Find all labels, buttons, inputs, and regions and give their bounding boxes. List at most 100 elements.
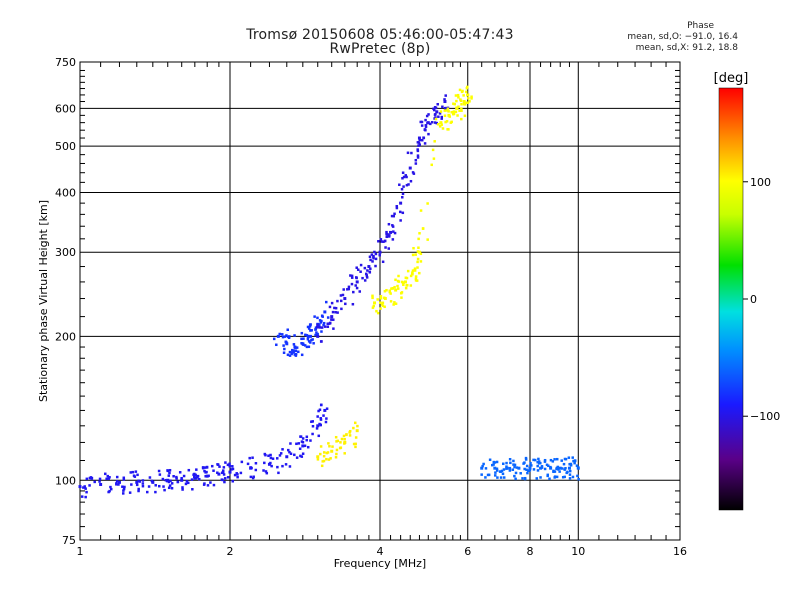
data-point <box>340 437 344 441</box>
data-point <box>495 460 499 464</box>
data-point <box>440 123 443 126</box>
data-point <box>576 466 580 470</box>
data-point <box>226 463 230 467</box>
data-point <box>368 271 372 274</box>
data-point <box>281 464 284 468</box>
data-point <box>458 88 462 92</box>
data-point <box>354 445 357 449</box>
data-point <box>355 286 359 290</box>
data-point <box>320 326 324 329</box>
data-point <box>281 448 284 451</box>
data-point <box>272 337 276 341</box>
y-tick-label: 200 <box>55 330 76 343</box>
data-point <box>560 467 564 470</box>
data-point <box>276 334 280 338</box>
data-point <box>172 474 175 478</box>
data-point <box>414 253 417 256</box>
data-point <box>307 327 311 330</box>
data-point <box>539 466 543 470</box>
data-point <box>501 462 505 466</box>
data-point <box>356 268 360 271</box>
data-point <box>319 417 322 420</box>
data-point <box>400 280 404 284</box>
data-point <box>385 288 388 292</box>
chart-title: Tromsø 20150608 05:46:00-05:47:43 <box>246 27 514 43</box>
data-point <box>336 439 340 443</box>
data-point <box>453 102 456 106</box>
data-point <box>371 260 374 263</box>
data-point <box>320 340 323 343</box>
data-point <box>481 464 484 468</box>
data-point <box>290 348 294 352</box>
data-point <box>336 299 339 303</box>
data-point <box>148 476 152 479</box>
data-point <box>221 469 225 472</box>
data-point <box>342 434 346 438</box>
data-point <box>98 477 102 481</box>
data-point <box>203 466 207 469</box>
data-point <box>226 476 230 479</box>
data-point <box>386 233 389 236</box>
data-point <box>106 474 110 478</box>
data-point <box>331 310 335 314</box>
data-point <box>286 353 290 357</box>
data-point <box>203 482 206 485</box>
data-point <box>523 476 527 480</box>
data-point <box>122 487 126 491</box>
data-point <box>350 282 354 286</box>
data-point <box>269 461 272 465</box>
data-point <box>325 417 328 420</box>
data-point <box>536 464 539 468</box>
data-point <box>409 284 413 287</box>
data-point <box>404 286 408 290</box>
data-point <box>328 321 332 325</box>
data-point <box>115 475 119 479</box>
data-point <box>470 97 473 100</box>
data-point <box>371 306 375 309</box>
data-point <box>524 458 528 461</box>
data-point <box>154 484 157 487</box>
data-point <box>339 299 343 303</box>
data-point <box>561 475 565 479</box>
data-point <box>418 232 421 235</box>
data-point <box>286 328 289 331</box>
data-point <box>458 109 461 112</box>
data-point <box>496 476 499 479</box>
data-point <box>178 471 182 474</box>
data-point <box>336 311 339 314</box>
data-point <box>411 269 415 272</box>
data-point <box>568 477 572 480</box>
data-point <box>168 468 172 472</box>
data-point <box>294 352 298 356</box>
data-point <box>318 319 322 322</box>
data-point <box>117 483 120 486</box>
data-point <box>563 457 567 461</box>
data-point <box>420 120 424 124</box>
data-point <box>399 201 403 205</box>
data-point <box>236 475 239 479</box>
data-point <box>363 266 367 270</box>
data-point <box>423 142 427 145</box>
data-point <box>419 120 423 124</box>
data-point <box>525 464 529 468</box>
data-point <box>278 454 282 457</box>
data-point <box>271 457 275 460</box>
data-point <box>138 480 141 483</box>
data-point <box>264 470 268 473</box>
data-point <box>540 465 544 468</box>
data-point <box>205 466 209 469</box>
stats-x-mode: mean, sd,X: 91.2, 18.8 <box>635 43 738 53</box>
data-point <box>283 347 286 351</box>
colorbar-tick-label: 100 <box>750 176 771 189</box>
data-point <box>508 466 512 470</box>
data-point <box>394 302 398 305</box>
data-point <box>573 459 577 463</box>
data-point <box>334 306 338 310</box>
data-point <box>205 474 209 478</box>
y-tick-label: 750 <box>55 56 76 69</box>
data-point <box>375 309 378 313</box>
data-point <box>308 323 312 326</box>
data-point <box>262 469 265 472</box>
data-point <box>445 120 449 123</box>
data-point <box>527 469 530 472</box>
